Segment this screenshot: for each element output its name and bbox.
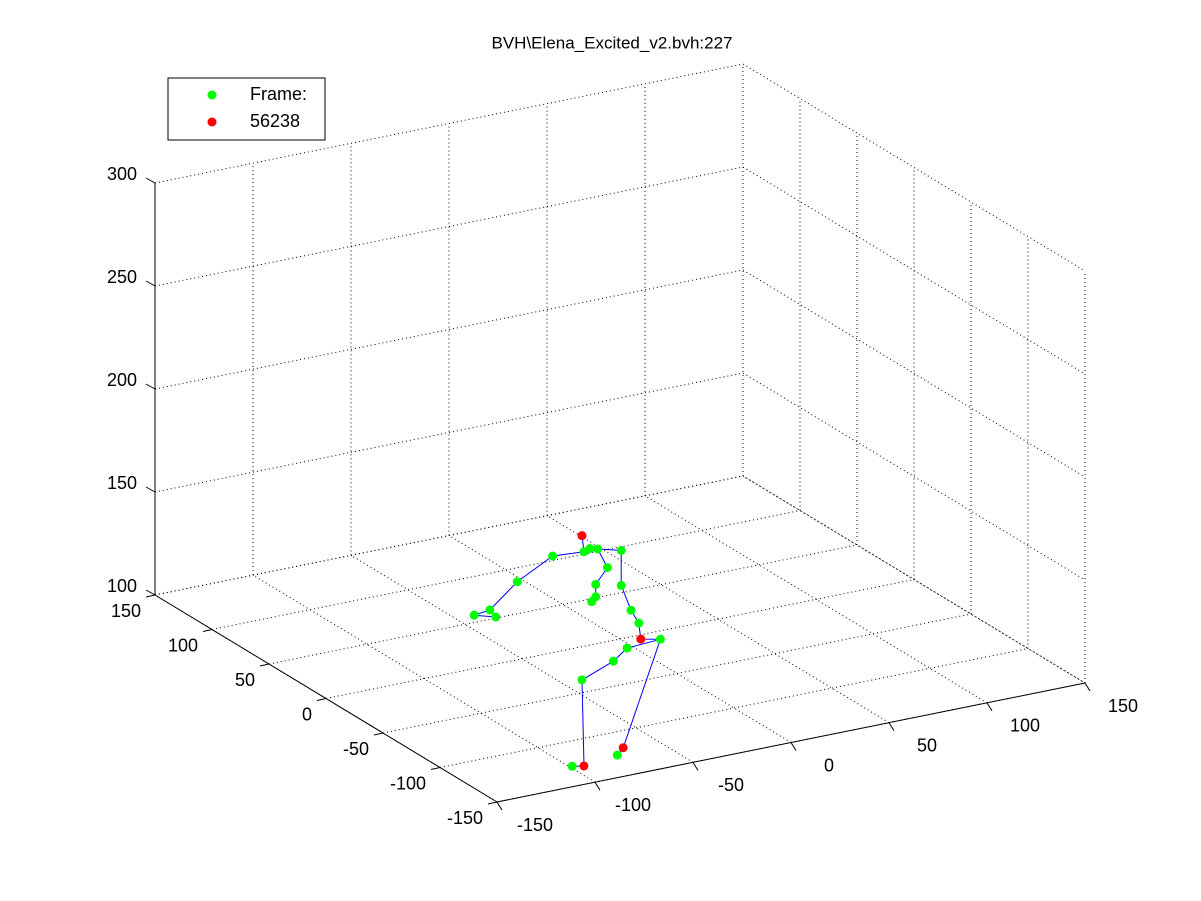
tick-mark <box>202 629 213 632</box>
legend-box <box>167 77 326 141</box>
y-tick-label: 150 <box>111 601 141 621</box>
joint-point <box>548 551 558 561</box>
tick-mark <box>790 742 797 751</box>
legend-label: 56238 <box>250 111 300 131</box>
joint-point <box>469 610 479 620</box>
joint-point <box>616 580 626 590</box>
z-tick-label: 250 <box>107 267 137 287</box>
joint-point <box>587 597 597 607</box>
joint-point <box>593 544 603 554</box>
joint-point <box>491 612 501 622</box>
x-tick-label: -50 <box>718 775 744 795</box>
tick-mark <box>145 177 156 184</box>
joint-point <box>602 563 612 573</box>
tick-mark <box>430 767 441 770</box>
joint-point <box>655 634 665 644</box>
legend-marker <box>207 117 217 127</box>
tick-mark <box>888 722 895 731</box>
tick-mark <box>594 781 601 791</box>
y-tick-label: 100 <box>168 635 198 655</box>
joint-point <box>567 761 577 771</box>
x-tick-label: -150 <box>517 815 553 835</box>
tick-mark <box>145 486 156 493</box>
tick-mark <box>316 698 327 701</box>
y-tick-label: -100 <box>390 773 426 793</box>
tick-mark <box>496 801 503 811</box>
joint-point <box>608 656 618 666</box>
legend-label: Frame: <box>250 84 307 104</box>
x-tick-label: 0 <box>824 755 834 775</box>
tick-mark <box>259 663 270 667</box>
z-tick-label: 200 <box>107 370 137 390</box>
y-tick-label: -50 <box>343 739 369 759</box>
joint-point <box>612 750 622 760</box>
joint-point <box>577 531 587 541</box>
z-tick-label: 100 <box>107 576 137 596</box>
joint-point <box>636 634 646 644</box>
joint-point <box>512 577 522 587</box>
y-axis <box>154 594 498 803</box>
z-tick-label: 150 <box>107 473 137 493</box>
joint-point <box>634 618 644 628</box>
chart-title: BVH\Elena_Excited_v2.bvh:227 <box>492 33 733 52</box>
tick-mark <box>373 732 384 736</box>
z-tick-label: 300 <box>107 164 137 184</box>
x-tick-label: 100 <box>1010 716 1040 736</box>
y-tick-label: 50 <box>235 670 255 690</box>
joint-point <box>591 579 601 589</box>
joint-point <box>622 643 632 653</box>
joint-point <box>618 743 628 753</box>
x-tick-label: 50 <box>917 735 937 755</box>
tick-mark <box>145 383 156 390</box>
joint-point <box>485 605 495 615</box>
tick-mark <box>487 801 498 805</box>
joint-point <box>616 545 626 555</box>
tick-mark <box>145 589 156 596</box>
joint-point <box>577 675 587 685</box>
legend-marker <box>207 90 217 100</box>
joint-point <box>585 543 595 553</box>
y-tick-label: 0 <box>302 704 312 724</box>
tick-mark <box>692 762 699 771</box>
x-axis <box>496 682 1086 803</box>
y-tick-label: -150 <box>447 808 483 828</box>
x-tick-label: -100 <box>615 795 651 815</box>
tick-mark <box>986 702 993 712</box>
tick-mark <box>145 594 156 598</box>
joint-point <box>626 605 636 615</box>
tick-mark <box>145 280 156 287</box>
tick-mark <box>1084 682 1091 692</box>
joint-point <box>579 761 589 771</box>
x-tick-label: 150 <box>1108 696 1138 716</box>
